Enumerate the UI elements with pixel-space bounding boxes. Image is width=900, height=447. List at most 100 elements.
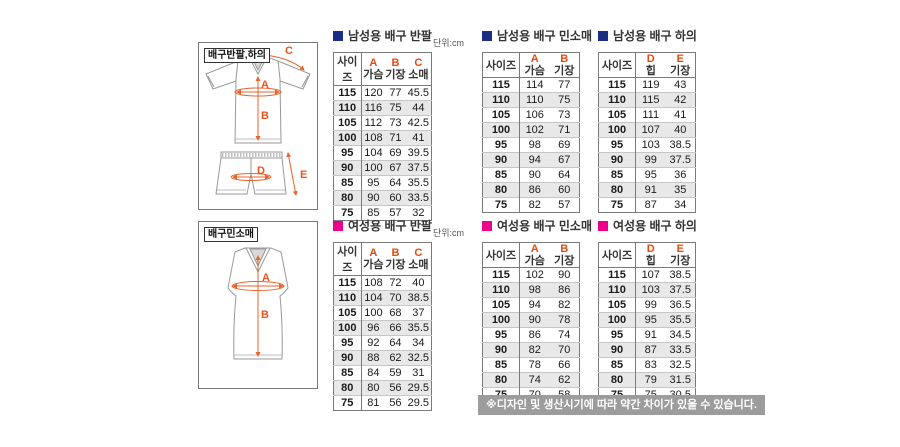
size-cell: 90	[482, 152, 520, 168]
size-cell: 110	[598, 92, 636, 108]
value-cell: 72	[389, 277, 402, 289]
value-cell: 78	[549, 312, 580, 328]
value-cell: 103	[635, 282, 666, 298]
table-row: 85 78 66	[482, 357, 580, 373]
value-cell: 39.5	[405, 145, 432, 161]
value-cell: 75	[549, 92, 580, 108]
value-cell: 42	[665, 92, 696, 108]
header-row: 사이즈 A 가슴 B 기장	[482, 52, 580, 78]
size-cell: 110	[482, 92, 520, 108]
size-table-container: 사이즈 A 가슴 B 기장 C 소매 115 108 72 40 110 104 70 38.5 105 100…	[333, 242, 432, 411]
table-row: 90 87 33.5	[598, 342, 696, 358]
measure-letter-b: B	[261, 110, 269, 122]
table-row: 105 100 68 37	[333, 305, 432, 321]
table-row: 80 74 62	[482, 372, 580, 388]
value-cell: 83	[635, 357, 666, 373]
value-cell: 82	[519, 197, 550, 213]
value-cell: 95	[361, 175, 386, 191]
value-cell: 98	[519, 137, 550, 153]
value-cell: 33.5	[405, 190, 432, 206]
table-body: 115 102 90 110 98 86 105 94 82 100 90 78 95 86 74 90 82 7…	[482, 267, 580, 403]
table-header: 사이즈 A 가슴 B 기장 C 소매	[333, 52, 432, 86]
column-header: E 기장	[665, 242, 696, 268]
value-cell: 99	[635, 152, 666, 168]
header-row: 사이즈 A 가슴 B 기장 C 소매	[333, 52, 432, 86]
table-body: 115 114 77 110 110 75 105 106 73 100 102 71 95 98 69 90…	[482, 77, 580, 213]
size-table-container: 사이즈 D 힙 E 기장 115 119 43 110 115 42 105 111 41 100 107 40…	[598, 52, 696, 213]
value-cell: 74	[519, 372, 550, 388]
value-cell: 102	[519, 122, 550, 138]
size-cell: 85	[482, 357, 520, 373]
table-row: 105 112 73 42.5	[333, 115, 432, 131]
shorts-outline	[215, 151, 287, 195]
table-row: 115 120 77 45.5	[333, 85, 432, 101]
size-cell: 80	[333, 190, 362, 206]
value-cell: 70	[385, 290, 406, 306]
column-letter: D	[646, 243, 655, 255]
value-cell: 68	[385, 305, 406, 321]
table-row: 100 107 40	[598, 122, 696, 138]
size-cell: 75	[333, 205, 362, 221]
table-row: 90 88 62 32.5	[333, 350, 432, 366]
column-label: 기장	[670, 255, 691, 267]
table-block-men-bottom: 남성용 배구 하의 사이즈 D 힙 E 기장 115 119 43 110 115 42 105 111…	[598, 27, 697, 213]
size-cell: 85	[333, 175, 362, 191]
table-row: 75 85 57 32	[333, 205, 432, 221]
value-cell: 81	[361, 395, 386, 411]
value-cell: 77	[558, 79, 571, 91]
column-label: 기장	[554, 65, 575, 77]
value-cell: 38.5	[665, 137, 696, 153]
value-cell: 95	[635, 312, 666, 328]
size-cell: 115	[333, 85, 362, 101]
table-block-women-sleeveless: 여성용 배구 민소매 사이즈 A 가슴 B 기장 115 102 90 110 98 86 105 94…	[482, 217, 592, 403]
size-cell: 80	[598, 182, 636, 198]
size-cell: 105	[333, 305, 362, 321]
value-cell: 86	[519, 327, 550, 343]
column-header: A 가슴	[361, 52, 386, 86]
value-cell: 64	[385, 175, 406, 191]
table-row: 90 82 70	[482, 342, 580, 358]
value-cell: 57	[385, 205, 406, 221]
measure-letter-d: D	[257, 165, 265, 177]
column-header: 사이즈	[333, 242, 362, 276]
value-cell: 40	[412, 277, 425, 289]
diagram-label: 배구반팔,하의	[204, 48, 270, 63]
size-cell: 105	[333, 115, 362, 131]
column-letter: D	[646, 53, 655, 65]
value-cell: 36.5	[665, 297, 696, 313]
size-cell: 85	[598, 167, 636, 183]
value-cell: 104	[361, 290, 386, 306]
size-cell: 100	[482, 312, 520, 328]
value-cell: 35.5	[665, 312, 696, 328]
table-row: 95 104 69 39.5	[333, 145, 432, 161]
table-row: 95 86 74	[482, 327, 580, 343]
size-cell: 75	[482, 197, 520, 213]
unit-label: 단위:cm	[433, 228, 465, 238]
table-header: 사이즈 A 가슴 B 기장 C 소매	[333, 242, 432, 276]
size-cell: 100	[482, 122, 520, 138]
table-row: 100 108 71 41	[333, 130, 432, 146]
size-table: 사이즈 A 가슴 B 기장 C 소매 115 120 77 45.5 110 116 75 44 105 112…	[333, 52, 432, 221]
value-cell: 38.5	[669, 269, 691, 281]
table-row: 100 96 66 35.5	[333, 320, 432, 336]
title-square-icon	[333, 31, 343, 41]
column-label: 소매	[408, 69, 429, 81]
size-table: 사이즈 D 힙 E 기장 115 119 43 110 115 42 105 111 41 100 107 40…	[598, 52, 696, 213]
value-cell: 60	[549, 182, 580, 198]
table-block-men-sleeveless: 남성용 배구 민소매 사이즈 A 가슴 B 기장 115 114 77 110 110 75 105 1…	[482, 27, 592, 213]
value-cell: 31	[405, 365, 432, 381]
value-cell: 74	[549, 327, 580, 343]
size-cell: 115	[598, 77, 636, 93]
size-table-container: 사이즈 A 가슴 B 기장 C 소매 115 120 77 45.5 110 116 75 44 105 112…	[333, 52, 432, 221]
value-cell: 67	[385, 160, 406, 176]
column-label: 가슴	[363, 69, 384, 81]
size-cell: 80	[482, 182, 520, 198]
value-cell: 87	[635, 342, 666, 358]
value-cell: 32.5	[405, 350, 432, 366]
column-header: E 기장	[665, 52, 696, 78]
value-cell: 104	[361, 145, 386, 161]
column-header: B 기장	[549, 52, 580, 78]
value-cell: 56	[385, 380, 406, 396]
diagram-label: 배구민소매	[204, 227, 258, 242]
